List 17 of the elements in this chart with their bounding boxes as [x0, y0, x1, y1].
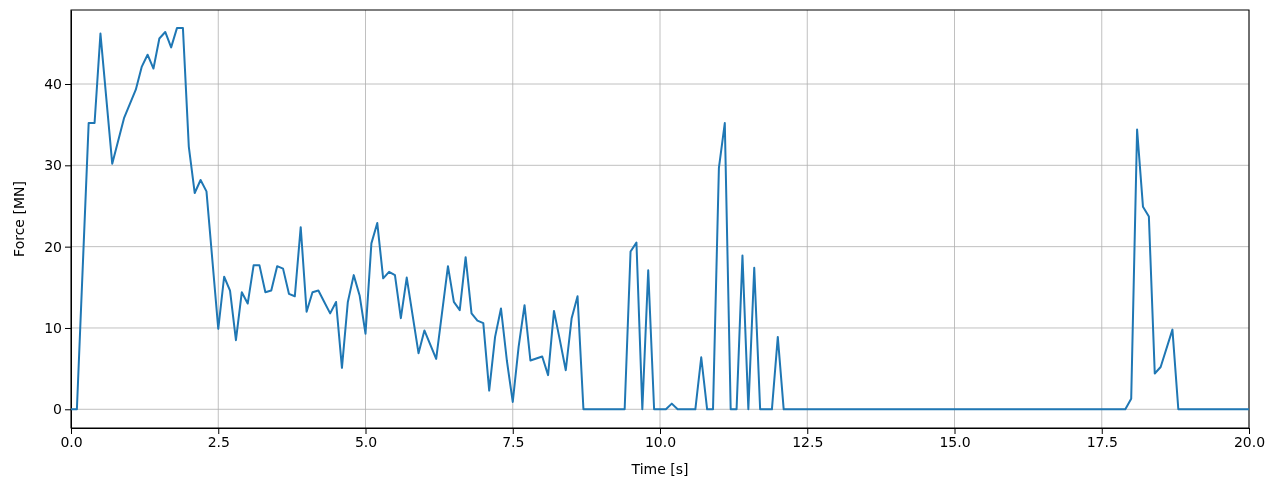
x-tick-label: 12.5	[792, 433, 824, 450]
x-tick-label: 10.0	[644, 433, 677, 450]
y-tick-label: 30	[44, 157, 62, 174]
line-series	[70, 26, 1250, 411]
x-tick-label: 0.0	[60, 433, 83, 450]
x-tick-label: 2.5	[207, 433, 230, 450]
x-tick-label: 7.5	[502, 433, 525, 450]
x-tick-label: 5.0	[354, 433, 378, 450]
x-tick-label: 15.0	[939, 433, 971, 450]
x-tick-label: 17.5	[1086, 433, 1118, 450]
x-axis-title: Time [s]	[630, 461, 689, 477]
x-tick-label: 20.0	[1233, 433, 1266, 450]
y-axis-title: Force [MN]	[11, 181, 27, 257]
y-tick-label: 10	[44, 319, 62, 336]
y-tick-label: 0	[53, 401, 62, 418]
y-tick-label: 20	[44, 238, 62, 255]
y-tick-label: 40	[44, 75, 62, 92]
